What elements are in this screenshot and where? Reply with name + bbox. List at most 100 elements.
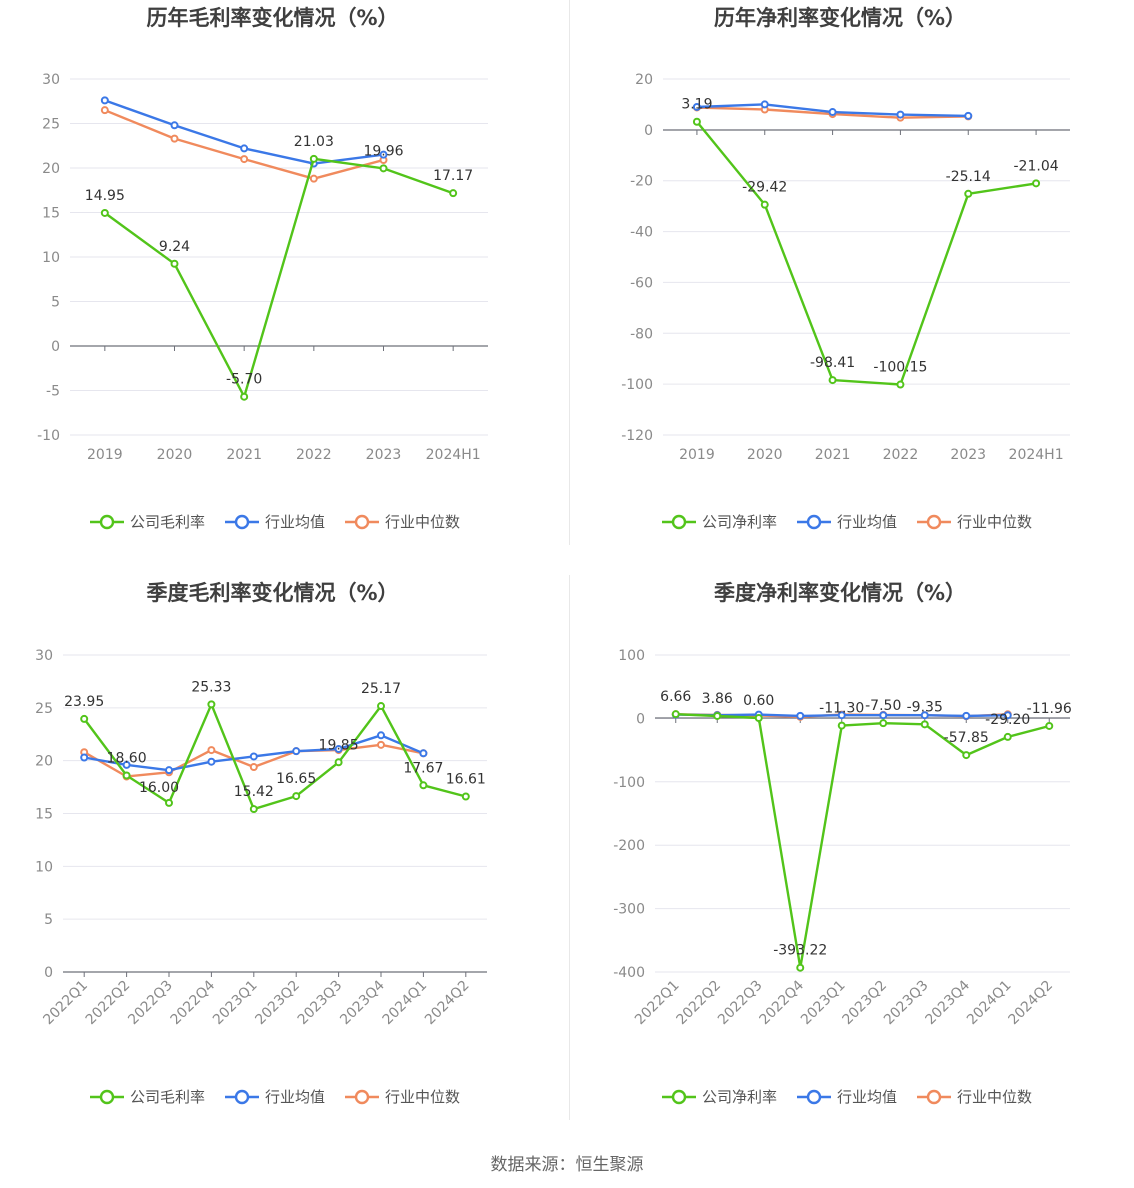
data-point[interactable] [920,711,929,720]
data-point[interactable] [100,96,109,105]
y-tick-label: -100 [621,377,653,393]
data-point[interactable] [377,702,385,711]
data-point[interactable] [419,749,428,758]
legend-label: 行业中位数 [385,513,460,531]
data-label: -393.22 [773,943,827,959]
data-point[interactable] [837,711,846,720]
data-point[interactable] [240,155,249,164]
legend-item-0[interactable]: 公司毛利率 [90,513,205,531]
data-label: -98.41 [810,355,855,371]
data-point[interactable] [461,792,470,801]
legend-item-1[interactable]: 行业均值 [225,513,325,531]
data-point[interactable] [207,757,216,766]
data-point[interactable] [377,740,385,749]
data-point[interactable] [240,144,249,153]
data-point[interactable] [165,766,173,775]
data-label: 23.95 [64,694,104,710]
data-point[interactable] [896,110,905,119]
legend-item-0[interactable]: 公司毛利率 [90,1088,205,1106]
legend-item-2[interactable]: 行业中位数 [917,513,1032,531]
data-point[interactable] [713,711,722,720]
data-point[interactable] [962,711,971,720]
data-source-footer: 数据来源：恒生聚源 [490,1155,644,1175]
y-tick-label: 20 [35,754,53,770]
data-point[interactable] [1003,732,1012,741]
x-tick-label: 2023Q1 [210,978,261,1029]
data-point[interactable] [170,259,179,268]
data-point[interactable] [760,100,769,109]
data-point[interactable] [920,720,929,729]
data-point[interactable] [964,189,973,198]
data-point[interactable] [760,200,769,209]
data-label: 0.60 [743,693,774,709]
data-point[interactable] [1045,721,1054,730]
data-point[interactable] [379,164,388,173]
legend-item-2[interactable]: 行业中位数 [917,1088,1032,1106]
y-tick-label: 100 [618,648,645,664]
legend-item-2[interactable]: 行业中位数 [345,1088,460,1106]
x-tick-label: 2022Q3 [125,978,176,1029]
data-label: 16.65 [276,771,316,787]
legend-item-2[interactable]: 行业中位数 [345,513,460,531]
data-point[interactable] [309,154,318,163]
data-point[interactable] [379,150,388,159]
legend-item-1[interactable]: 行业均值 [797,1088,897,1106]
data-point[interactable] [240,392,249,401]
data-point[interactable] [249,763,258,772]
data-point[interactable] [207,746,216,755]
data-point[interactable] [796,711,805,720]
data-point[interactable] [879,719,888,728]
data-point[interactable] [100,106,109,115]
data-point[interactable] [122,771,131,780]
data-point[interactable] [292,792,301,801]
data-point[interactable] [879,711,888,720]
data-point[interactable] [249,805,258,814]
data-point[interactable] [122,760,131,769]
y-tick-label: -5 [46,384,60,400]
x-tick-label: 2022 [883,447,919,463]
data-point[interactable] [1032,179,1041,188]
data-point[interactable] [692,117,701,126]
data-point[interactable] [1003,711,1012,720]
data-point[interactable] [377,731,385,740]
data-point[interactable] [896,380,905,389]
data-point[interactable] [292,747,301,756]
legend-item-0[interactable]: 公司净利率 [662,1088,777,1106]
data-point[interactable] [962,751,971,760]
data-label: -100.15 [873,360,927,376]
data-label: -29.20 [985,712,1030,728]
data-point[interactable] [692,102,701,111]
legend-item-1[interactable]: 行业均值 [797,513,897,531]
data-point[interactable] [754,714,763,723]
data-point[interactable] [100,208,109,217]
x-tick-label: 2022Q4 [756,977,807,1028]
y-tick-label: 0 [644,123,653,139]
data-point[interactable] [828,376,837,385]
legend-item-0[interactable]: 公司净利率 [662,513,777,531]
y-tick-label: 5 [51,295,60,311]
data-point[interactable] [165,798,173,807]
data-point[interactable] [80,753,89,762]
x-tick-label: 2020 [747,447,783,463]
data-point[interactable] [964,111,973,120]
data-point[interactable] [837,721,846,730]
data-point[interactable] [419,781,428,790]
x-tick-label: 2023Q3 [295,978,346,1029]
data-point[interactable] [334,758,343,767]
data-point[interactable] [80,714,89,723]
data-point[interactable] [334,745,343,754]
data-point[interactable] [671,710,680,719]
data-point[interactable] [207,700,216,709]
legend-item-1[interactable]: 行业均值 [225,1088,325,1106]
data-label: -21.04 [1014,158,1059,174]
data-point[interactable] [249,752,258,761]
data-point[interactable] [449,189,458,198]
data-point[interactable] [796,963,805,972]
data-point[interactable] [170,134,179,143]
data-point[interactable] [309,174,318,183]
data-label: 25.17 [361,681,401,697]
data-point[interactable] [170,121,179,130]
data-point[interactable] [828,108,837,117]
chart-svg: 历年毛利率变化情况（%） 30 25 20 15 10 5 0 -5 -10 2019 2020 202… [37,6,488,531]
data-label: 9.24 [159,239,190,255]
